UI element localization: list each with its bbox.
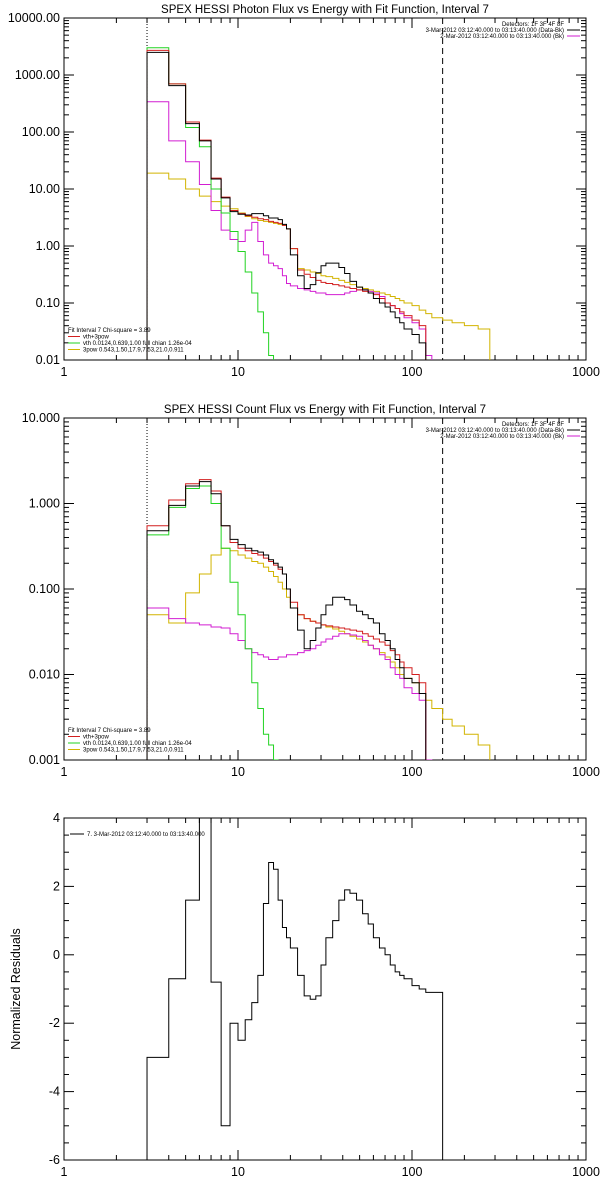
y-tick-label: 0.01 [36, 353, 60, 367]
chart-title: SPEX HESSI Count Flux vs Energy with Fit… [164, 404, 486, 416]
fit-legend-entry: 3pow 0.543,1.50,17.9,7.53,21.0,0.911 [83, 348, 184, 354]
y-tick-label: 0.010 [29, 668, 60, 682]
plot-frame [63, 17, 587, 361]
fit-legend-entry: vth 0.0124,0.639,1.00 full chian 1.26e-0… [83, 741, 192, 747]
x-tick-label: 100 [402, 365, 423, 379]
series-line-vth [146, 47, 275, 360]
y-axis-label: Normalized Residuals [9, 928, 23, 1050]
y-axis: 0.001 0.010 0.100 1.000 10.000 [22, 411, 586, 767]
fit-legend-title: Fit Interval 7 Chi-square = 3.89 [68, 328, 151, 334]
x-tick-label: 100 [402, 765, 423, 779]
chart-title: SPEX HESSI Photon Flux vs Energy with Fi… [161, 4, 489, 16]
y-tick-label: 4 [53, 811, 60, 825]
y-tick-label: 10000.00 [8, 11, 60, 25]
header-line: Detectors: 1F 3F 4F 8F [502, 422, 564, 428]
series-line-vth-3pow [146, 479, 427, 760]
y-tick-label: -2 [49, 1016, 60, 1030]
y-tick-label: 1.000 [29, 497, 60, 511]
x-tick-label: 1000 [572, 365, 600, 379]
series-group [146, 818, 444, 1160]
y-axis: -6 -4 -2 0 2 4 [49, 811, 586, 1167]
plot-frame [63, 817, 587, 1161]
chart-panel-2: SPEX HESSI Count Flux vs Energy with Fit… [22, 404, 600, 779]
x-axis: 1 10 100 1000 [61, 418, 600, 779]
x-tick-label: 1 [61, 1165, 68, 1179]
chart-panel-3: 1 10 100 1000 -6 -4 -2 0 2 4 Normalized Residuals 7… [9, 811, 600, 1179]
series-line-data-bk [146, 481, 427, 760]
header-line: Detectors: 1F 3F 4F 8F [502, 22, 564, 28]
series-line-3pow [146, 547, 491, 760]
y-tick-label: -6 [49, 1153, 60, 1167]
y-tick-label: 0 [53, 948, 60, 962]
x-tick-label: 1000 [572, 1165, 600, 1179]
x-tick-label: 1000 [572, 765, 600, 779]
x-tick-label: 1 [61, 365, 68, 379]
series-line-vth-3pow [146, 49, 427, 360]
fit-legend: Fit Interval 7 Chi-square = 3.89vth+3pow… [68, 328, 192, 354]
header-legend: Detectors: 1F 3F 4F 8F3-Mar-2012 03:12:4… [426, 422, 580, 440]
y-tick-label: 10.00 [29, 182, 60, 196]
series-group [146, 47, 491, 360]
x-tick-label: 10 [231, 365, 245, 379]
series-line-3pow [146, 172, 491, 360]
fit-legend-entry: vth 0.0124,0.639,1.00 full chian 1.26e-0… [83, 341, 192, 347]
plot-frame [63, 417, 587, 761]
y-tick-label: 0.001 [29, 753, 60, 767]
y-tick-label: 10.000 [22, 411, 60, 425]
residual-legend: 7. 3-Mar-2012 03:12:40.000 to 03:13:40.0… [70, 832, 205, 838]
y-tick-label: 1000.00 [15, 68, 60, 82]
x-tick-label: 1 [61, 765, 68, 779]
series-group [146, 479, 491, 760]
header-line: 2-Mar-2012 03:12:40.000 to 03:13:40.000 … [440, 434, 564, 440]
fit-legend-entry: vth+3pow [83, 335, 110, 341]
fit-legend-entry: vth+3pow [83, 735, 110, 741]
x-axis: 1 10 100 1000 [61, 818, 600, 1179]
x-axis: 1 10 100 1000 [61, 18, 600, 379]
y-tick-label: 2 [53, 879, 60, 893]
x-tick-label: 100 [402, 1165, 423, 1179]
header-line: 3-Mar-2012 03:12:40.000 to 03:13:40.000 … [426, 428, 564, 434]
series-line-residuals [146, 818, 444, 1160]
header-line: 2-Mar-2012 03:12:40.000 to 03:13:40.000 … [440, 34, 564, 40]
series-line-bk [146, 607, 433, 760]
x-tick-label: 10 [231, 1165, 245, 1179]
fit-legend-title: Fit Interval 7 Chi-square = 3.89 [68, 728, 151, 734]
y-tick-label: 0.100 [29, 582, 60, 596]
y-tick-label: 1.00 [36, 239, 60, 253]
y-tick-label: 100.00 [22, 125, 60, 139]
residual-legend-label: 7. 3-Mar-2012 03:12:40.000 to 03:13:40.0… [87, 832, 205, 838]
fit-legend-entry: 3pow 0.543,1.50,17.9,7.53,21.0,0.911 [83, 748, 184, 754]
y-tick-label: 0.10 [36, 296, 60, 310]
chart-panel-1: SPEX HESSI Photon Flux vs Energy with Fi… [8, 4, 600, 379]
series-line-data-bk [146, 51, 427, 360]
fit-legend: Fit Interval 7 Chi-square = 3.89vth+3pow… [68, 728, 192, 754]
series-line-vth [146, 485, 279, 760]
header-legend: Detectors: 1F 3F 4F 8F3-Mar-2012 03:12:4… [426, 22, 580, 40]
header-line: 3-Mar-2012 03:12:40.000 to 03:13:40.000 … [426, 28, 564, 34]
y-axis: 0.01 0.10 1.00 10.00 100.00 1000.00 10000.00 [8, 11, 586, 367]
series-line-bk [146, 101, 433, 360]
x-tick-label: 10 [231, 765, 245, 779]
y-tick-label: -4 [49, 1085, 60, 1099]
